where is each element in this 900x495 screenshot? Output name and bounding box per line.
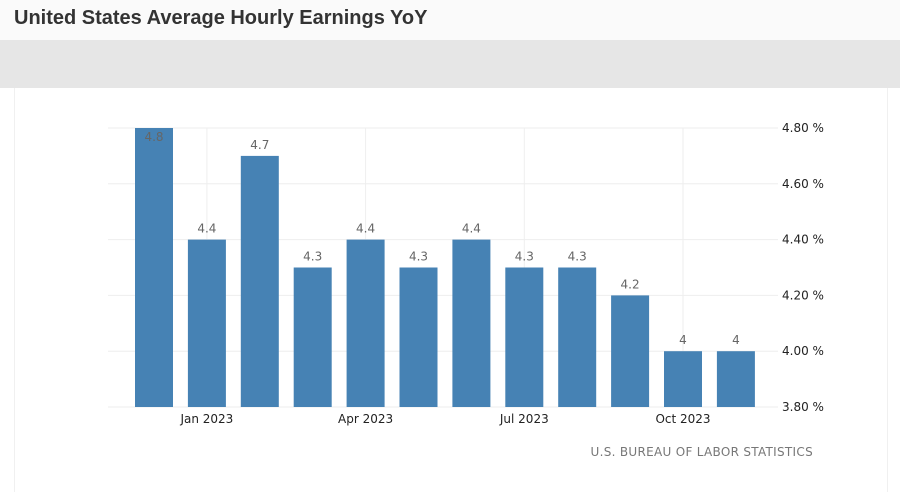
page-title: United States Average Hourly Earnings Yo… <box>14 7 428 29</box>
y-tick-label: 4.40 % <box>782 233 824 247</box>
bar <box>399 267 438 407</box>
bar <box>558 267 597 407</box>
bar <box>452 239 491 407</box>
x-tick-label: Jul 2023 <box>499 412 549 426</box>
y-tick-label: 4.00 % <box>782 344 824 358</box>
data-label: 4.3 <box>515 250 534 264</box>
y-tick-label: 4.60 % <box>782 177 824 191</box>
label-layer: 4.8 4.4 4.7 4.3 4.4 4.3 4.4 4.3 4.3 4.2 4 4 <box>144 130 739 347</box>
axis-layer: 3.80 % 4.00 % 4.20 % 4.40 % 4.60 % 4.80 % Jan … <box>179 121 823 426</box>
bar <box>716 351 755 407</box>
data-label: 4 <box>679 333 687 347</box>
data-label: 4.3 <box>303 250 322 264</box>
title-bar: United States Average Hourly Earnings Yo… <box>0 0 900 40</box>
bar <box>293 267 332 407</box>
y-tick-label: 4.20 % <box>782 288 824 302</box>
data-label: 4.8 <box>144 130 163 144</box>
x-tick-label: Apr 2023 <box>338 412 393 426</box>
y-tick-label: 3.80 % <box>782 400 824 414</box>
data-label: 4.7 <box>250 138 269 152</box>
y-tick-label: 4.80 % <box>782 121 824 135</box>
data-label: 4.3 <box>568 250 587 264</box>
bar <box>664 351 702 407</box>
bar <box>346 239 385 407</box>
data-label: 4 <box>732 333 740 347</box>
data-label: 4.4 <box>356 222 375 236</box>
header-band <box>0 40 900 88</box>
data-label: 4.3 <box>409 250 428 264</box>
bar <box>187 239 226 407</box>
x-tick-label: Oct 2023 <box>655 412 710 426</box>
data-label: 4.4 <box>462 222 481 236</box>
data-label: 4.4 <box>197 222 216 236</box>
bar <box>505 267 544 407</box>
x-tick-label: Jan 2023 <box>179 412 233 426</box>
data-label: 4.2 <box>621 277 640 291</box>
bar <box>240 155 279 407</box>
source-label: U.S. BUREAU OF LABOR STATISTICS <box>591 445 813 459</box>
bar <box>135 128 173 407</box>
bar-layer <box>135 128 755 407</box>
bar <box>611 295 650 407</box>
